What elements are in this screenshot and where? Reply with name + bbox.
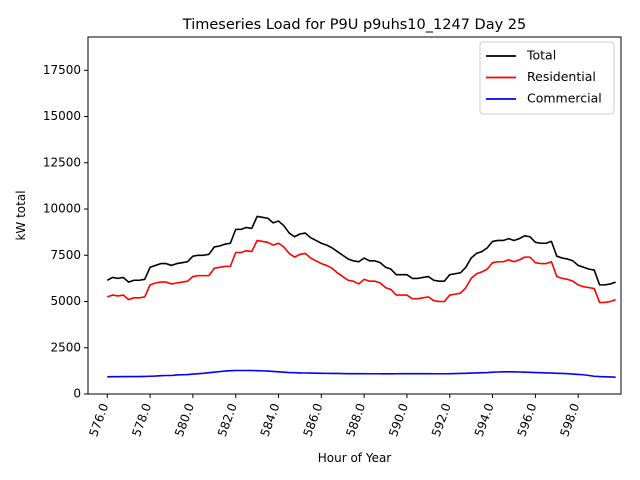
y-tick-label: 5000 bbox=[50, 294, 81, 308]
legend-label-total: Total bbox=[526, 48, 556, 63]
y-tick-label: 15000 bbox=[43, 109, 81, 123]
series-line-total bbox=[106, 215, 616, 286]
series-line-commercial bbox=[107, 369, 616, 378]
legend-label-residential: Residential bbox=[527, 69, 596, 84]
y-tick-label: 2500 bbox=[50, 340, 81, 354]
y-tick-label: 17500 bbox=[43, 63, 81, 77]
series-layer bbox=[106, 215, 616, 378]
legend: Total Residential Commercial bbox=[479, 41, 615, 115]
legend-items: Total Residential Commercial bbox=[486, 48, 602, 106]
y-tick-label: 12500 bbox=[43, 155, 81, 169]
chart-title: Timeseries Load for P9U p9uhs10_1247 Day… bbox=[182, 17, 526, 33]
legend-box bbox=[479, 41, 615, 115]
y-axis-ticks: 0 2500 5000 7500 10000 12500 15000 17500 bbox=[43, 63, 88, 401]
y-tick-label: 10000 bbox=[43, 202, 81, 216]
plot-frame bbox=[87, 36, 622, 395]
y-axis-label: kW total bbox=[14, 190, 28, 240]
legend-label-commercial: Commercial bbox=[527, 91, 602, 106]
series-line-residential bbox=[107, 239, 616, 304]
x-axis-label: Hour of Year bbox=[318, 451, 392, 465]
y-tick-label: 0 bbox=[73, 387, 81, 401]
y-tick-label: 7500 bbox=[50, 248, 81, 262]
